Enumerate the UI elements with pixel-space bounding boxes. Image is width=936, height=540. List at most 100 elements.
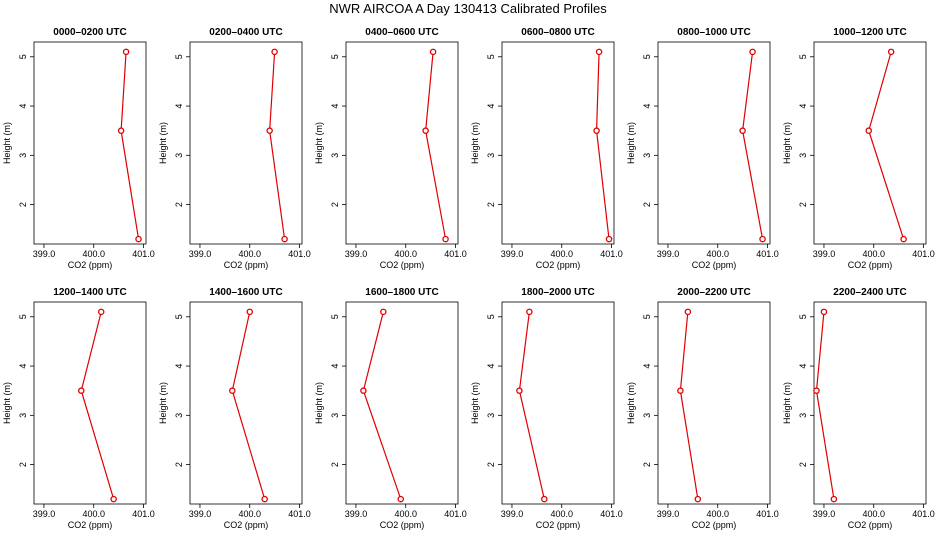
plot-frame <box>501 301 615 505</box>
x-tick-label: 400.0 <box>706 249 729 259</box>
x-tick-label: 399.0 <box>813 249 836 259</box>
series-line <box>425 51 447 240</box>
y-tick-label: 5 <box>642 314 652 319</box>
data-point <box>526 308 533 316</box>
chart-panel: 1800–2000 UTC 399.0 400.0 401.0 2 3 4 5 CO2 (ppm… <box>470 287 623 530</box>
y-tick-label: 4 <box>486 104 496 109</box>
series-line <box>362 311 402 500</box>
panel-title: 0200–0400 UTC <box>209 27 282 38</box>
x-axis-label: CO2 (ppm) <box>68 260 113 270</box>
plot-frame <box>33 301 147 505</box>
x-tick-label: 401.0 <box>132 509 155 519</box>
x-tick-label: 400.0 <box>862 509 885 519</box>
y-tick-label: 4 <box>798 364 808 369</box>
y-tick-label: 2 <box>174 202 184 207</box>
series-line <box>80 311 115 500</box>
x-tick-label: 399.0 <box>189 509 212 519</box>
data-point <box>360 387 367 394</box>
x-tick-label: 401.0 <box>756 509 779 519</box>
y-tick-label: 3 <box>330 413 340 418</box>
y-tick-label: 3 <box>486 413 496 418</box>
y-tick-label: 4 <box>642 364 652 369</box>
plot-frame <box>657 301 771 505</box>
y-tick-label: 5 <box>174 314 184 319</box>
y-tick-label: 2 <box>486 202 496 207</box>
data-point <box>813 387 820 394</box>
data-point <box>677 387 684 394</box>
x-tick-label: 400.0 <box>238 249 261 259</box>
x-tick-label: 399.0 <box>813 509 836 519</box>
y-tick-label: 3 <box>486 153 496 158</box>
x-tick-label: 401.0 <box>288 249 311 259</box>
x-axis-label: CO2 (ppm) <box>224 520 269 530</box>
y-axis-label: Height (m) <box>626 122 636 164</box>
data-point <box>97 308 105 316</box>
y-axis-label: Height (m) <box>782 382 792 424</box>
x-tick-label: 399.0 <box>345 249 368 259</box>
y-tick-label: 3 <box>18 153 28 158</box>
x-axis-label: CO2 (ppm) <box>224 260 269 270</box>
data-point <box>749 48 756 56</box>
data-point <box>380 308 387 316</box>
x-tick-label: 401.0 <box>756 249 779 259</box>
y-tick-label: 4 <box>18 104 28 109</box>
y-tick-label: 4 <box>642 104 652 109</box>
y-axis-label: Height (m) <box>314 122 324 164</box>
y-tick-label: 3 <box>174 413 184 418</box>
plot-frame <box>33 41 147 245</box>
chart-panel: 1200–1400 UTC 399.0 400.0 401.0 2 3 4 5 CO2 (ppm… <box>2 287 155 530</box>
data-point <box>429 48 437 56</box>
x-tick-label: 400.0 <box>862 249 885 259</box>
x-axis-label: CO2 (ppm) <box>68 520 113 530</box>
chart-panel: 1600–1800 UTC 399.0 400.0 401.0 2 3 4 5 CO2 (ppm… <box>314 287 467 530</box>
data-point <box>246 308 253 316</box>
x-axis-label: CO2 (ppm) <box>536 260 581 270</box>
panel-title: 1400–1600 UTC <box>209 287 282 298</box>
y-tick-label: 5 <box>798 54 808 59</box>
series-line <box>815 311 835 500</box>
plot-frame <box>345 301 459 505</box>
chart-panel: 1000–1200 UTC 399.0 400.0 401.0 2 3 4 5 CO2 (ppm… <box>782 27 935 270</box>
panel-title: 1000–1200 UTC <box>833 27 906 38</box>
panel-title: 2200–2400 UTC <box>833 287 906 298</box>
y-tick-label: 5 <box>330 54 340 59</box>
y-tick-label: 5 <box>18 54 28 59</box>
y-tick-label: 2 <box>330 202 340 207</box>
y-tick-label: 5 <box>486 54 496 59</box>
plot-frame <box>657 41 771 245</box>
y-tick-label: 3 <box>798 153 808 158</box>
x-tick-label: 400.0 <box>550 509 573 519</box>
data-point <box>442 235 449 243</box>
data-point <box>759 235 766 243</box>
x-axis-label: CO2 (ppm) <box>536 520 581 530</box>
y-tick-label: 2 <box>174 462 184 467</box>
y-tick-label: 5 <box>642 54 652 59</box>
y-tick-label: 4 <box>174 364 184 369</box>
y-tick-label: 4 <box>330 364 340 369</box>
data-point <box>135 235 142 243</box>
y-tick-label: 2 <box>798 462 808 467</box>
data-point <box>605 235 613 243</box>
panel-title: 0600–0800 UTC <box>521 27 594 38</box>
data-point <box>422 127 429 134</box>
y-axis-label: Height (m) <box>158 382 168 424</box>
x-tick-label: 399.0 <box>345 509 368 519</box>
y-tick-label: 4 <box>486 364 496 369</box>
x-axis-label: CO2 (ppm) <box>692 260 737 270</box>
series-line <box>595 51 610 240</box>
y-tick-label: 5 <box>798 314 808 319</box>
y-tick-label: 4 <box>798 104 808 109</box>
chart-panel: 0800–1000 UTC 399.0 400.0 401.0 2 3 4 5 CO2 (ppm… <box>626 27 779 270</box>
y-axis-label: Height (m) <box>470 382 480 424</box>
data-point <box>271 48 278 56</box>
data-point <box>117 127 125 134</box>
data-point <box>900 235 907 243</box>
y-tick-label: 2 <box>642 202 652 207</box>
x-tick-label: 399.0 <box>657 249 680 259</box>
x-tick-label: 399.0 <box>501 509 524 519</box>
y-tick-label: 3 <box>642 153 652 158</box>
chart-panel: 2200–2400 UTC 399.0 400.0 401.0 2 3 4 5 CO2 (ppm… <box>782 287 935 530</box>
series-line <box>231 311 266 500</box>
x-tick-label: 401.0 <box>288 509 311 519</box>
